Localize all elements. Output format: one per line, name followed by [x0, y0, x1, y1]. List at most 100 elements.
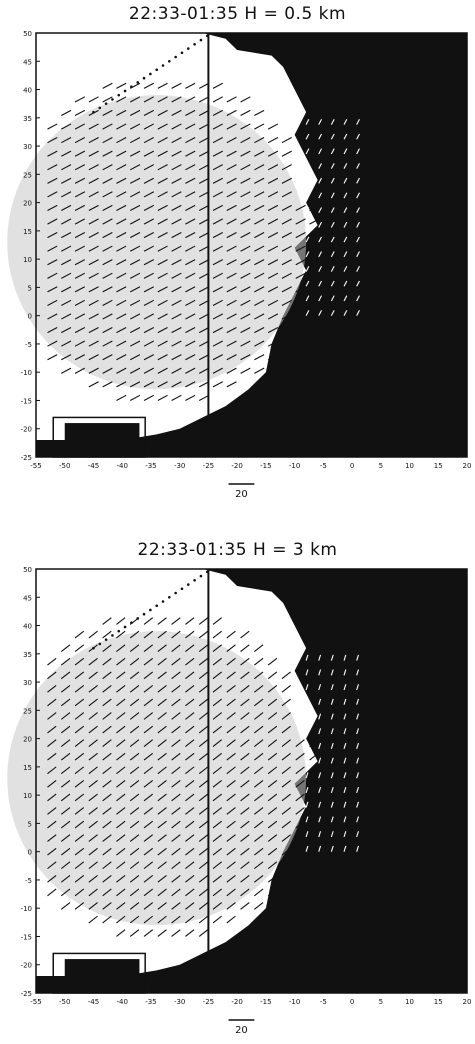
wind-vector — [267, 685, 278, 693]
wind-vector — [116, 313, 127, 320]
wind-vector — [88, 259, 99, 266]
wind-vector — [47, 123, 58, 130]
wind-vector — [240, 657, 250, 666]
wind-vector — [198, 725, 209, 734]
wind-vector — [74, 780, 85, 788]
wind-vector — [171, 915, 181, 924]
wind-vector — [198, 902, 209, 910]
boundary-dot — [174, 591, 177, 595]
wind-vector — [240, 847, 250, 856]
wind-vector — [254, 326, 265, 334]
wind-vector — [318, 684, 322, 691]
wind-vector — [240, 766, 250, 775]
wind-vector — [281, 874, 291, 883]
wind-vector — [226, 137, 237, 144]
wind-vector — [185, 259, 196, 266]
wind-vector — [281, 834, 291, 842]
wind-vector — [88, 272, 99, 279]
wind-vector — [305, 133, 310, 140]
y-tick-label: -5 — [25, 877, 32, 885]
wind-vector — [305, 295, 310, 302]
wind-vector — [143, 286, 155, 293]
wind-vector — [116, 793, 126, 802]
wind-vector — [343, 728, 347, 735]
wind-vector — [47, 657, 57, 666]
wind-vector — [226, 915, 236, 924]
wind-vector — [198, 313, 210, 320]
wind-vector — [185, 671, 195, 680]
wind-vector — [281, 698, 291, 707]
wind-vector — [318, 265, 323, 272]
wind-vector — [143, 915, 154, 924]
wind-vector — [226, 218, 237, 225]
wind-vector — [60, 671, 71, 680]
wind-vector — [88, 861, 98, 870]
wind-vector — [226, 109, 237, 117]
wind-vector — [281, 286, 292, 293]
wind-vector — [116, 671, 126, 680]
wind-vector — [116, 617, 126, 625]
wind-vector — [185, 739, 195, 747]
wind-vector — [305, 816, 309, 823]
wind-vector — [212, 644, 223, 652]
wind-vector — [88, 752, 98, 761]
wind-vector — [309, 780, 319, 788]
wind-vector — [212, 164, 223, 171]
wind-vector — [198, 766, 209, 775]
wind-vector — [330, 684, 334, 691]
wind-vector — [240, 888, 250, 897]
wind-vector — [295, 286, 306, 293]
wind-vector — [254, 874, 264, 883]
wind-vector — [198, 712, 209, 720]
wind-vector — [281, 820, 291, 829]
wind-vector — [212, 671, 223, 680]
y-tick-label: -5 — [25, 341, 32, 349]
wind-vector — [322, 780, 333, 788]
wind-vector — [356, 742, 360, 749]
y-tick-label: -25 — [21, 990, 32, 998]
wind-vector — [143, 712, 154, 720]
wind-vector — [254, 340, 265, 347]
wind-vector — [330, 148, 335, 155]
wind-vector — [185, 874, 195, 883]
boundary-dot — [117, 629, 121, 633]
wind-vector — [171, 780, 181, 788]
wind-vector — [281, 847, 291, 856]
wind-vector — [171, 218, 182, 225]
boundary-dot — [136, 81, 140, 84]
wind-vector — [212, 698, 223, 707]
wind-vector — [74, 671, 85, 680]
wind-vector — [157, 644, 167, 652]
wind-vector — [185, 96, 196, 103]
wind-vector — [267, 232, 279, 239]
wind-vector — [309, 218, 320, 225]
wind-vector — [226, 861, 236, 870]
x-tick-label: -40 — [116, 462, 127, 470]
wind-vector — [116, 752, 126, 761]
wind-vector — [318, 713, 322, 720]
wind-vector — [74, 299, 86, 306]
wind-vector — [212, 834, 223, 842]
wind-vector — [281, 671, 291, 680]
wind-vector — [281, 685, 291, 693]
wind-vector — [157, 888, 167, 897]
wind-vector — [88, 286, 99, 293]
wind-vector — [157, 286, 168, 293]
wind-vector — [343, 801, 347, 808]
wind-vector — [129, 313, 141, 320]
wind-vector — [267, 164, 279, 171]
wind-vector — [74, 204, 86, 212]
wind-vector — [198, 245, 210, 252]
wind-vector — [267, 712, 278, 720]
wind-vector — [171, 929, 181, 937]
wind-vector — [157, 698, 167, 707]
wind-vector — [157, 725, 167, 734]
wind-vector — [281, 299, 292, 306]
wind-vector — [343, 221, 348, 228]
wind-vector — [88, 299, 99, 306]
wind-vector — [47, 326, 58, 334]
wind-vector — [74, 177, 86, 184]
wind-vector — [143, 752, 154, 761]
wind-vector — [254, 685, 264, 693]
wind-vector — [330, 251, 335, 258]
